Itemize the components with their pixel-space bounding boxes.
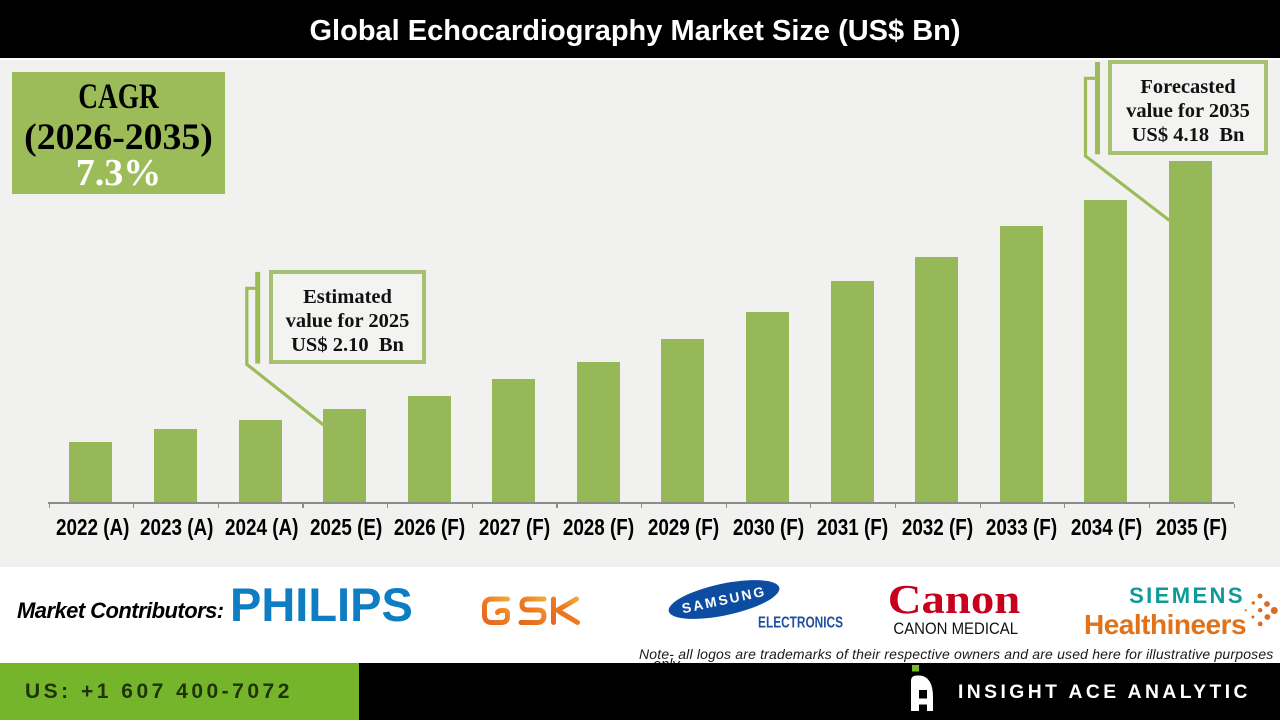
- svg-text:ELECTRONICS: ELECTRONICS: [758, 614, 843, 631]
